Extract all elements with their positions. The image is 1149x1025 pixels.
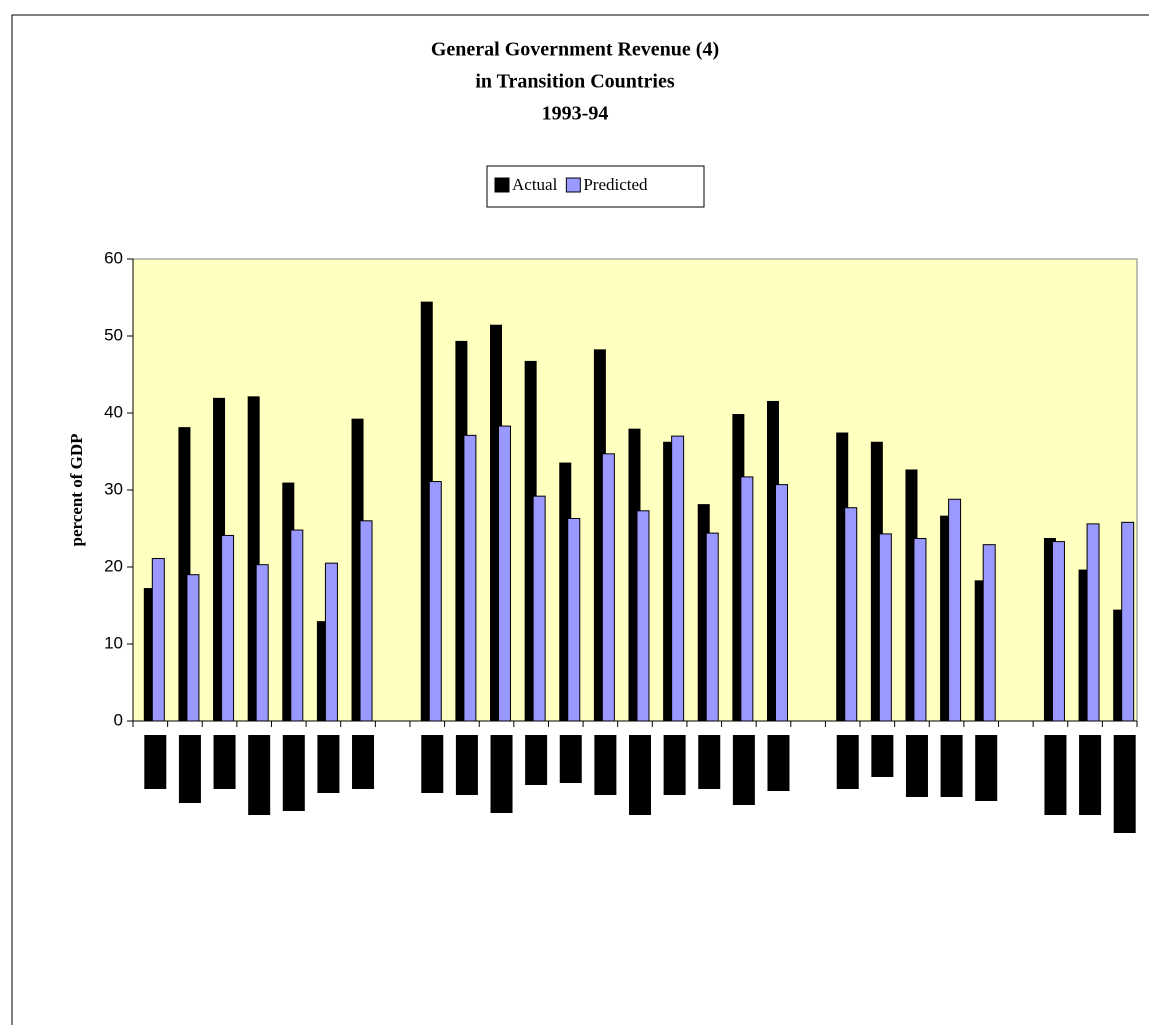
bar [290,529,304,722]
category-label-block [1113,735,1136,833]
y-tick-label: 40 [104,402,123,421]
category-label-block [559,735,582,783]
bar [844,507,858,722]
category-label-block [732,735,755,805]
category-label-block [940,735,963,797]
bar [247,396,260,722]
bar [255,564,269,722]
category-label-block [871,735,894,777]
category-label-block [663,735,686,795]
bar [913,538,927,722]
category-label-block [144,735,167,789]
category-label-block [282,735,305,811]
legend-label: Predicted [583,175,648,194]
category-label-block [905,735,928,797]
bar [671,435,685,722]
category-label-block [629,735,651,815]
category-label-block [594,735,617,795]
category-label-block [1079,735,1102,815]
bar [428,481,442,722]
y-tick-label: 60 [104,248,123,267]
bar [948,498,962,722]
bar [705,532,719,722]
y-tick-label: 30 [104,479,123,498]
bar [221,534,235,722]
legend-box [486,165,705,208]
bar [186,574,200,722]
bar [636,510,650,722]
category-label-block [836,735,859,789]
category-label-block [213,735,236,789]
y-axis-label: percent of GDP [67,434,86,547]
y-tick-label: 0 [114,710,123,729]
category-label-block [352,735,375,789]
bar [498,425,512,722]
bar [740,476,754,722]
category-label-block [1044,735,1067,815]
y-tick-label: 20 [104,556,123,575]
category-label-block [490,735,513,813]
category-label-block [525,735,548,785]
legend-label: Actual [512,175,558,194]
bar [324,562,338,722]
category-label-block [421,735,444,793]
bar [359,520,373,722]
y-tick-label: 50 [104,325,123,344]
category-label-block [975,735,998,801]
legend-swatch [565,177,581,193]
bar [151,558,165,722]
bar [1051,541,1065,722]
y-tick-label: 10 [104,633,123,652]
bar [878,533,892,722]
bar [601,453,615,722]
chart-title: in Transition Countries [475,71,675,93]
category-label-block [455,735,478,795]
category-label-block [178,735,201,803]
bar [532,495,546,722]
chart-title: 1993-94 [542,103,609,125]
legend-swatch [494,177,510,193]
category-label-block [248,735,271,815]
bar [1086,523,1100,722]
category-label-block [698,735,721,789]
chart-title: General Government Revenue (4) [431,39,719,61]
category-label-block [317,735,340,793]
bar [982,544,996,722]
bar [1121,521,1135,722]
category-label-block [767,735,790,791]
bar [567,517,581,722]
bar [774,484,788,722]
bar [463,434,477,722]
